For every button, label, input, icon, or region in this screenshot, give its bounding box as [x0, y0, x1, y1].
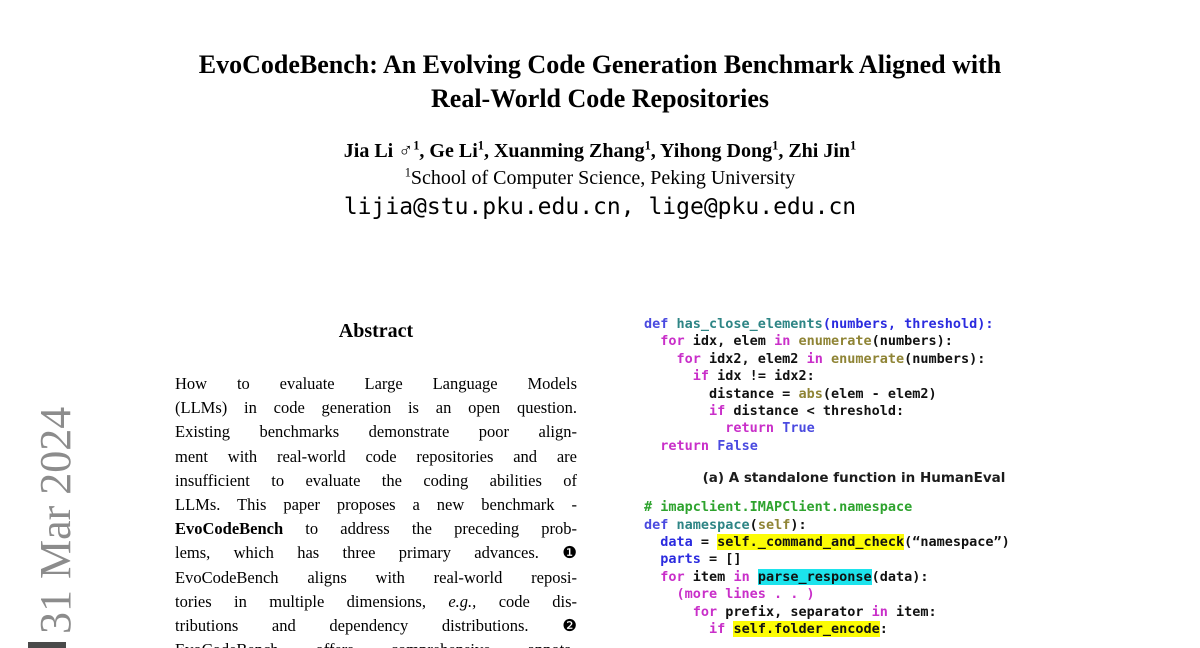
title-line-1: EvoCodeBench: An Evolving Code Generatio… [198, 50, 1002, 79]
figure-caption-a: (a) A standalone function in HumanEval [702, 470, 1006, 487]
code-block-humaneval: def has_close_elements(numbers, threshol… [644, 316, 994, 454]
abstract-text: How to evaluate Large Language Models (LL… [175, 374, 577, 648]
affiliation-line: 1School of Computer Science, Peking Univ… [404, 165, 796, 189]
paper-title: EvoCodeBench: An Evolving Code Generatio… [140, 48, 1060, 116]
paper-header: EvoCodeBench: An Evolving Code Generatio… [140, 48, 1060, 221]
arxiv-sidebar-date: 31 Mar 2024 [31, 406, 80, 634]
author-yihong-dong: , Yihong Dong1 [650, 138, 779, 162]
code-block-evocodebench: # imapclient.IMAPClient.namespace def nam… [644, 499, 1010, 638]
title-line-2: Real-World Code Repositories [431, 84, 769, 113]
abstract-heading: Abstract [338, 320, 414, 342]
arxiv-sidebar-cutoff-mark [28, 642, 66, 648]
abstract-section: Abstract How to evaluate Large Language … [175, 318, 577, 648]
code-figure: def has_close_elements(numbers, threshol… [644, 316, 1122, 639]
author-ge-li: , Ge Li1 [419, 138, 484, 162]
author-xuanming-zhang: , Xuanming Zhang1 [483, 138, 651, 162]
author-emails: lijia@stu.pku.edu.cn, lige@pku.edu.cn [343, 194, 857, 220]
author-jia-li: Jia Li ♂1 [343, 138, 420, 162]
author-zhi-jin: , Zhi Jin1 [778, 138, 857, 162]
authors-line: Jia Li ♂1, Ge Li1, Xuanming Zhang1, Yiho… [140, 138, 1060, 165]
